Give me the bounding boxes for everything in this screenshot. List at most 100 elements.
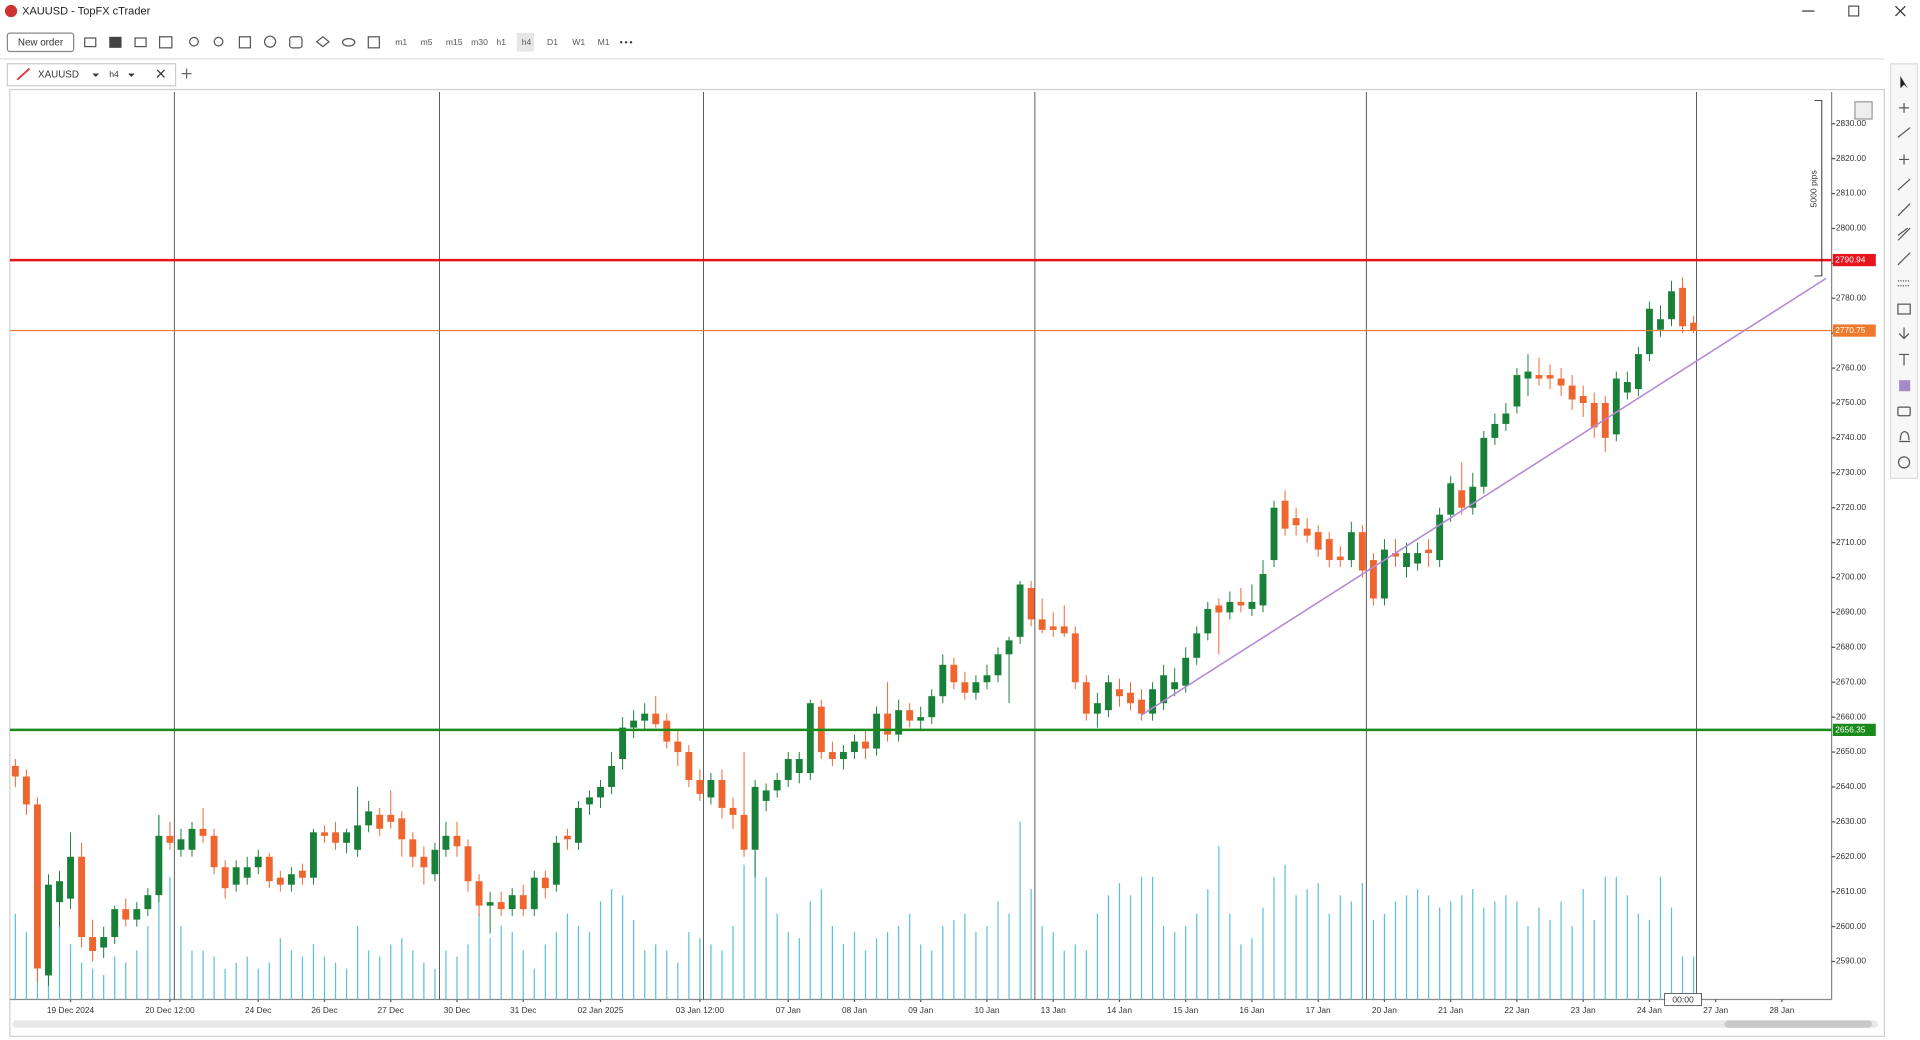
indicators[interactable] <box>263 35 277 48</box>
candle-body <box>994 654 1002 676</box>
candle-body <box>641 713 649 721</box>
volume-bar <box>1461 895 1463 1000</box>
candle-body <box>1204 608 1212 634</box>
tool[interactable] <box>1897 252 1911 266</box>
timeframe-button[interactable]: W1 <box>572 37 585 47</box>
candle-body <box>1281 500 1289 529</box>
new-order-button[interactable] <box>6 32 75 53</box>
templates[interactable] <box>367 36 380 49</box>
volume-bar <box>92 968 94 1000</box>
tab-symbol[interactable]: XAUUSD <box>38 69 79 80</box>
layout-icon[interactable] <box>134 37 147 48</box>
zoom-in[interactable] <box>189 36 199 47</box>
x-tick-label: 20 Jan <box>1372 1005 1397 1015</box>
candle-body <box>1513 375 1521 407</box>
volume-bar <box>103 975 105 1000</box>
volume-bar <box>14 913 16 1000</box>
candle-body <box>1104 682 1112 711</box>
x-tick-label: 19 Dec 2024 <box>47 1005 95 1015</box>
candle-body <box>1579 396 1587 403</box>
timeframe-button[interactable]: h4 <box>522 37 532 47</box>
new-order-label[interactable]: New order <box>18 38 64 49</box>
volume-bar <box>1516 901 1518 1000</box>
candle-body <box>1215 605 1223 613</box>
volume-bar <box>1295 895 1297 1000</box>
alert-tool[interactable] <box>1899 431 1911 443</box>
candle-body <box>1138 699 1145 714</box>
candle-body <box>652 713 660 725</box>
zoom-out[interactable] <box>213 36 224 47</box>
tool[interactable] <box>1897 203 1911 217</box>
close-button[interactable] <box>1895 5 1906 17</box>
timeframe-button[interactable]: m1 <box>395 37 407 47</box>
tool[interactable] <box>1897 280 1911 287</box>
layers[interactable] <box>315 36 330 48</box>
trendline-tool[interactable] <box>1897 178 1911 191</box>
candle-body <box>619 727 627 760</box>
color-tool[interactable] <box>1899 380 1911 392</box>
volume-bar <box>235 962 237 1000</box>
tool[interactable] <box>1897 127 1911 138</box>
layout-icon[interactable] <box>109 36 122 48</box>
layout-icon[interactable] <box>84 37 97 48</box>
volume-bar <box>644 950 646 1000</box>
tab-period[interactable]: h4 <box>109 69 119 79</box>
candle-body <box>1049 626 1057 630</box>
price-label: 2656.35 <box>1835 724 1865 734</box>
snapshot-tool[interactable] <box>1897 406 1911 417</box>
chart-type[interactable] <box>238 36 252 49</box>
volume-bar <box>1372 919 1375 1000</box>
candle-body <box>795 759 803 773</box>
candle-body <box>376 814 384 829</box>
timeframe-button[interactable]: D1 <box>547 37 558 47</box>
chart-settings[interactable] <box>1854 101 1873 120</box>
timeframe-button[interactable]: m5 <box>421 37 433 47</box>
candle-body <box>343 832 351 843</box>
volume-bar <box>1659 876 1662 1000</box>
scroll-thumb[interactable] <box>1724 1020 1873 1028</box>
candle-body <box>1314 532 1322 550</box>
timeframe-button[interactable]: h1 <box>496 37 506 47</box>
volume-bar <box>809 901 811 1000</box>
price-label-bg <box>1832 324 1876 337</box>
candle-body <box>674 741 682 753</box>
volume-bar <box>1527 925 1529 1000</box>
scrollbar[interactable] <box>12 1020 1879 1028</box>
volume-bar <box>853 932 856 1000</box>
bots[interactable] <box>289 36 303 49</box>
candle-body <box>597 786 604 798</box>
rectangle-tool[interactable] <box>1897 303 1911 315</box>
visibility[interactable] <box>341 38 356 47</box>
candle-body <box>1612 378 1620 435</box>
candle-body <box>243 867 251 878</box>
tool[interactable] <box>1899 154 1909 165</box>
fib-tool[interactable] <box>1897 227 1911 241</box>
candle-body <box>1082 682 1090 714</box>
candle-body <box>33 804 41 969</box>
chart-icon[interactable] <box>158 36 173 49</box>
text-tool[interactable] <box>1899 353 1909 366</box>
chart-tab[interactable] <box>6 63 177 87</box>
x-tick-label: 03 Jan 12:00 <box>676 1005 725 1015</box>
volume-bar <box>942 925 944 1000</box>
volume-bar <box>666 950 668 1000</box>
crosshair-tool[interactable] <box>1899 103 1909 113</box>
y-tick-label: 2650.00 <box>1836 746 1866 756</box>
timeframe-button[interactable]: M1 <box>598 37 610 47</box>
replay-tool[interactable] <box>1897 456 1911 469</box>
timeframe-button[interactable]: m30 <box>471 37 488 47</box>
tool[interactable] <box>1898 327 1910 340</box>
volume-bar <box>1306 889 1308 1000</box>
volume-bar <box>1163 925 1165 1000</box>
cursor-tool[interactable] <box>1900 76 1908 89</box>
volume-bar <box>312 944 315 1000</box>
candle-body <box>1303 528 1311 536</box>
restore-button[interactable] <box>1848 5 1860 17</box>
candle-body <box>332 832 339 843</box>
volume-bar <box>798 938 800 1000</box>
y-tick-label: 2640.00 <box>1836 781 1866 791</box>
timeframe-button[interactable]: m15 <box>446 37 463 47</box>
candle-body <box>1347 532 1355 561</box>
candle-body <box>210 835 218 868</box>
